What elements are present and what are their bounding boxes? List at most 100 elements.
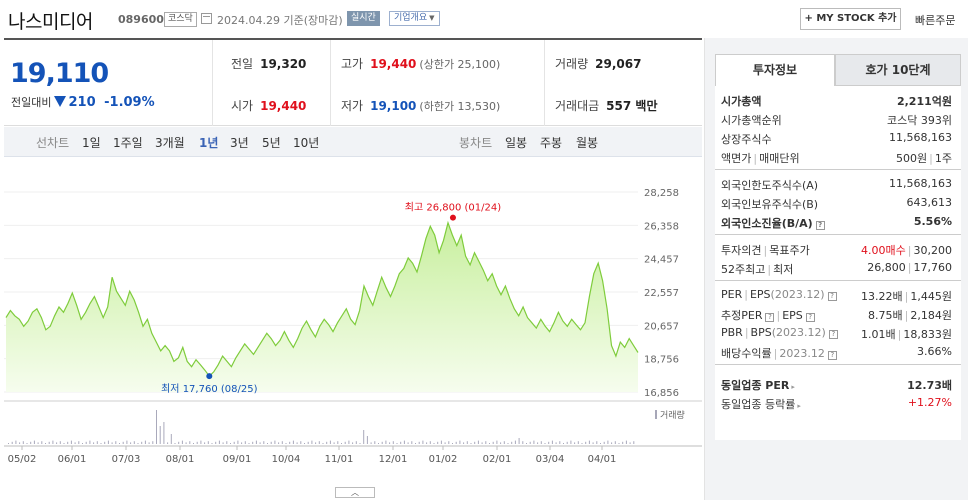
list-item[interactable]: 동일업종 PER ▸ 12.73배: [715, 374, 961, 393]
high-value: 19,440: [370, 57, 417, 71]
tab-5year[interactable]: 5년: [262, 136, 281, 150]
help-icon[interactable]: ?: [805, 313, 815, 322]
max-label: 최고 26,800 (01/24): [405, 202, 501, 214]
volume-bar: [259, 442, 261, 444]
opinion-value: 4.00매수: [861, 244, 906, 257]
line-chart-tab[interactable]: 선차트: [36, 136, 70, 150]
help-icon[interactable]: ?: [828, 330, 838, 339]
volume-bar: [529, 441, 531, 444]
x-tick-label: 03/04: [536, 454, 565, 465]
volume-bar: [152, 441, 154, 444]
volume-bar: [189, 441, 191, 444]
chevron-down-icon: ▼: [429, 14, 435, 22]
volume-bar: [592, 442, 594, 444]
volume-bar: [418, 441, 420, 444]
tab-1year[interactable]: 1년: [199, 136, 219, 150]
quick-order-link[interactable]: 빠른주문: [915, 14, 956, 27]
sector-per-label: 동일업종 PER: [721, 379, 790, 392]
expand-chart-button[interactable]: ︿: [335, 487, 375, 498]
volume-bar: [119, 443, 120, 444]
volume-bar: [318, 441, 320, 444]
volume-bar: [496, 440, 498, 444]
help-icon[interactable]: ?: [827, 351, 837, 360]
volume-bar: [170, 434, 172, 444]
y-tick-label: 20,657: [644, 321, 679, 332]
x-tick-label: 02/01: [483, 454, 512, 465]
volume-bar: [107, 440, 109, 444]
price-chart[interactable]: 28,258 26,358 24,457 22,557 20,657 18,756 16,8…: [4, 158, 702, 486]
volume-bar: [185, 442, 187, 444]
volume-bar: [37, 442, 39, 444]
market-cap-group: 시가총액 2,211억원 시가총액순위 코스닥 393위 상장주식수 11,568,1…: [715, 86, 961, 170]
volume-bar: [174, 443, 176, 444]
prev-label: 전일: [231, 57, 254, 71]
volume-bar: [618, 443, 620, 444]
volume-bar: [156, 410, 157, 444]
volume-bar: [433, 443, 435, 444]
volume-bar: [70, 440, 72, 444]
tab-invest-info[interactable]: 투자정보: [715, 54, 835, 86]
help-icon[interactable]: ?: [827, 292, 837, 301]
volume-bar: [600, 443, 601, 444]
open-price: 시가 19,440: [231, 97, 306, 114]
max-point: [449, 214, 456, 221]
high-price: 고가 19,440 (상한가 25,100): [341, 55, 500, 72]
volume-bar: [59, 441, 61, 444]
price-series-line: [5, 220, 639, 378]
volume-bar: [341, 443, 342, 444]
company-info-dropdown[interactable]: 기업개요 ▼: [389, 11, 440, 26]
volume-bar: [122, 441, 124, 444]
volume-bar: [274, 440, 276, 444]
calendar-icon: [201, 13, 212, 24]
volume-bar: [396, 443, 398, 444]
tab-3month[interactable]: 3개월: [155, 136, 185, 150]
sector-per-value: 12.73배: [907, 379, 952, 392]
tab-1week[interactable]: 1주일: [113, 136, 143, 150]
volume-bar: [237, 440, 239, 444]
tab-weekly[interactable]: 주봉: [540, 136, 563, 150]
invest-info-table: 시가총액 2,211억원 시가총액순위 코스닥 393위 상장주식수 11,568,1…: [715, 86, 961, 440]
volume: 거래량 29,067: [555, 55, 641, 72]
help-icon[interactable]: ?: [765, 313, 775, 322]
tab-1day[interactable]: 1일: [82, 136, 101, 150]
company-info-label: 기업개요: [394, 13, 428, 23]
divider: [212, 40, 213, 126]
volume-bar: [477, 440, 479, 444]
upper-limit: (상한가 25,100): [419, 58, 501, 71]
right-panel: 투자정보 호가 10단계 시가총액 2,211억원 시가총액순위 코스닥 393위 …: [704, 38, 968, 500]
volume-bar: [41, 441, 43, 444]
prev-value: 19,320: [260, 57, 307, 71]
list-item: 배당수익률 | 2023.12? 3.66%: [721, 345, 952, 360]
tab-monthly[interactable]: 월봉: [576, 136, 599, 150]
realtime-button[interactable]: 실시간: [347, 11, 380, 26]
low-label: 저가: [341, 99, 364, 113]
volume-bar: [355, 441, 357, 444]
volume-bar: [555, 442, 557, 444]
volume-bar: [230, 443, 231, 444]
tab-daily[interactable]: 일봉: [505, 136, 528, 150]
volume-bar: [148, 442, 150, 444]
market-cap-value: 2,211억원: [896, 95, 952, 108]
tab-hoga[interactable]: 호가 10단계: [835, 54, 961, 86]
foreign-hold-label: 외국인보유주식수(B): [721, 198, 819, 211]
help-icon[interactable]: ?: [815, 221, 825, 230]
x-tick-label: 12/01: [379, 454, 408, 465]
tab-3year[interactable]: 3년: [230, 136, 249, 150]
list-item: PBR | BPS(2023.12)? 1.01배 | 18,833원: [721, 326, 952, 341]
base-date: 2024.04.29 기준(장마감): [217, 14, 343, 27]
par-value: 500원: [896, 152, 928, 165]
volume-bar: [574, 442, 576, 444]
volume-bar: [267, 443, 268, 444]
list-item: 52주최고 | 최저 26,800 | 17,760: [721, 261, 952, 276]
list-item[interactable]: 동일업종 등락률 ▸ +1.27%: [715, 393, 961, 412]
trade-amount: 거래대금 557 백만: [555, 97, 657, 114]
x-tick-label: 11/01: [325, 454, 354, 465]
volume-bar: [526, 443, 527, 444]
add-mystock-button[interactable]: + MY STOCK 추가: [800, 8, 901, 30]
volume-bar: [222, 442, 224, 444]
volume-bar: [22, 441, 24, 444]
pbr-label: PBR: [721, 326, 743, 339]
tab-10year[interactable]: 10년: [293, 136, 320, 150]
candle-chart-tab[interactable]: 봉차트: [459, 136, 493, 150]
est-eps-label: EPS: [782, 309, 803, 322]
